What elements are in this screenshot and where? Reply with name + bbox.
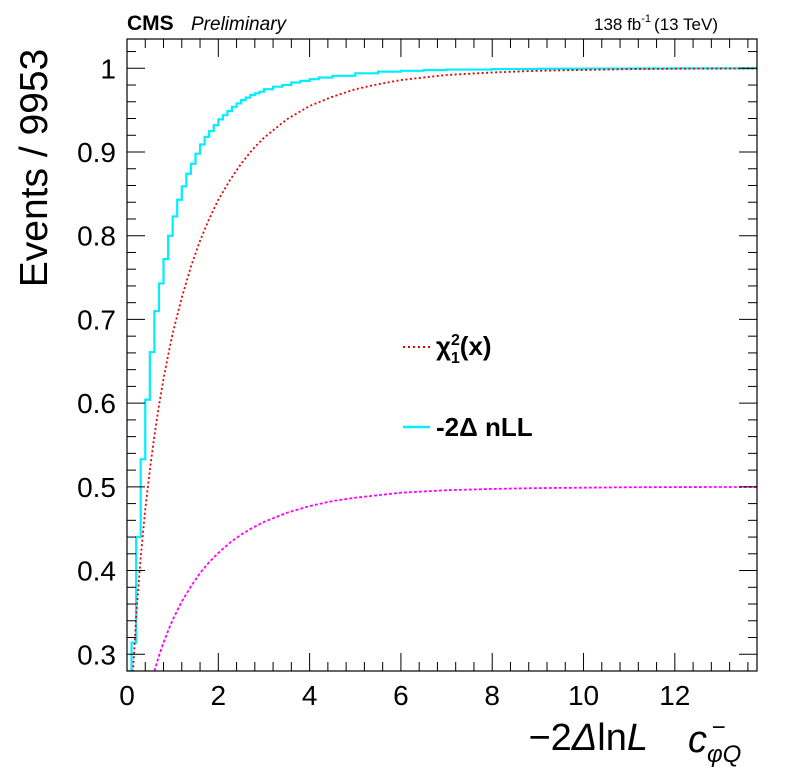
series-chi2-line [132,67,757,671]
x-axis-title: −2ΔlnL [528,717,648,759]
x-axis-title-var: L [627,717,648,759]
parameter-base: c [688,719,707,761]
x-tick-label: 2 [211,680,227,711]
x-tick-label: 8 [484,680,500,711]
x-tick-label: 6 [393,680,409,711]
energy-label: (13 TeV) [654,15,718,34]
y-tick-label: 0.7 [77,304,116,335]
y-tick-label: 1 [100,53,116,84]
x-axis-title-prefix: −2 [528,717,571,759]
x-tick-label: 12 [659,680,690,711]
y-axis-title: Events / 9953 [13,49,56,288]
series-layer [127,67,757,671]
x-tick-label: 10 [568,680,599,711]
x-axis-title-delta: Δ [571,717,598,759]
legend-label-chi2: χ2 1(x) [436,331,492,367]
x-tick-label: 4 [302,680,318,711]
series-half_chi2-line [153,486,757,671]
y-tick-label: 0.9 [77,137,116,168]
parameter-label: cφQ− [688,714,741,768]
parameter-subscript: φQ [707,741,741,768]
y-tick-label: 0.4 [77,556,116,587]
lumi-exponent: -1 [641,13,651,25]
y-tick-label: 0.6 [77,388,116,419]
plot-frame [126,38,758,672]
legend-label-nll: -2Δ nLL [436,412,533,442]
series-nll-line [127,67,757,671]
plot-area: 0 2 4 6 8 10 120.30.40.50.60.70.80.91 [77,38,758,711]
cms-label: CMS [127,12,174,35]
legend-chi-rest: (x) [460,331,492,361]
legend-chi-sub: 1 [451,350,460,367]
legend-chi-sup: 2 [451,332,460,349]
lumi-label: 138 fb-1 (13 TeV) [594,13,718,34]
parameter-superscript: − [711,714,725,741]
x-axis-title-ln: ln [597,717,627,759]
x-tick-label: 0 [119,680,135,711]
legend: χ2 1(x) -2Δ nLL [403,331,533,442]
lumi-value: 138 fb [594,15,641,34]
y-tick-label: 0.8 [77,221,116,252]
y-tick-label: 0.3 [77,639,116,670]
y-tick-label: 0.5 [77,472,116,503]
axis-ticks: 0 2 4 6 8 10 120.30.40.50.60.70.80.91 [77,39,757,711]
legend-chi: χ [436,331,451,361]
preliminary-label: Preliminary [191,14,288,35]
